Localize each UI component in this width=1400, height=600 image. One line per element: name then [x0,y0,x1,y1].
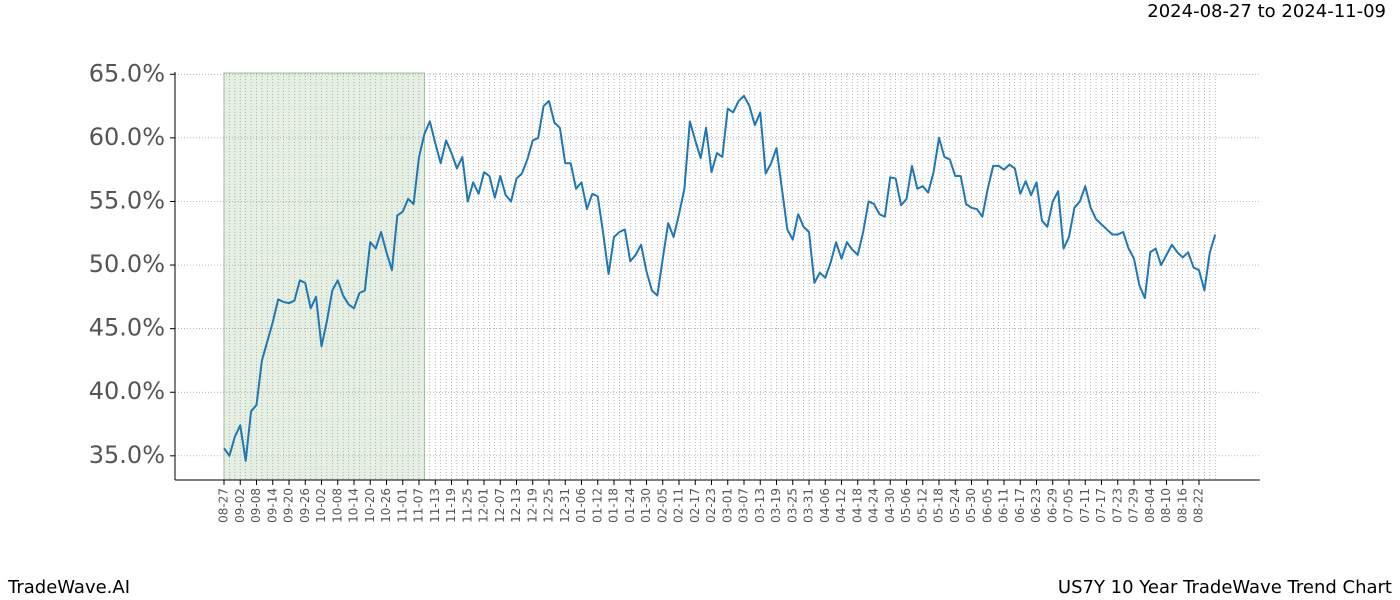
x-tick-label: 11-07 [412,488,426,523]
x-tick-label: 08-27 [217,488,231,523]
x-tick-label: 05-12 [915,488,929,523]
x-tick-label: 10-20 [363,488,377,523]
x-tick-label: 07-11 [1078,488,1092,523]
y-tick-label: 45.0% [89,314,165,342]
chart-title: US7Y 10 Year TradeWave Trend Chart [1058,577,1392,598]
x-tick-label: 01-18 [607,488,621,523]
x-tick-label: 05-24 [948,488,962,523]
x-tick-label: 12-01 [477,488,491,523]
trend-line [223,94,1217,462]
x-tick-label: 03-31 [802,488,816,523]
highlight-band [223,72,425,481]
y-tick-label: 50.0% [89,250,165,278]
x-tick-label: 03-13 [753,488,767,523]
y-tick-label: 35.0% [89,441,165,469]
x-tick-label: 08-04 [1143,488,1157,523]
x-tick-label: 08-22 [1192,488,1206,523]
x-tick-label: 01-12 [590,488,604,523]
source: TradeWave.AI [7,577,130,598]
x-tick-label: 12-31 [558,488,572,523]
x-tick-label: 10-08 [330,488,344,523]
y-tick-label: 60.0% [89,123,165,151]
x-tick-label: 11-13 [428,488,442,523]
x-tick-label: 10-02 [314,488,328,523]
x-tick-label: 09-20 [282,488,296,523]
x-tick-label: 06-17 [1013,488,1027,523]
x-tick-label: 01-30 [639,488,653,523]
x-tick-label: 03-25 [785,488,799,523]
x-tick-label: 06-23 [1029,488,1043,523]
x-tick-label: 11-01 [395,488,409,523]
x-tick-label: 02-17 [688,488,702,523]
x-tick-label: 10-14 [347,488,361,523]
x-tick-label: 03-01 [720,488,734,523]
x-tick-label: 05-18 [932,488,946,523]
x-tick-label: 02-23 [704,488,718,523]
x-tick-label: 12-13 [509,488,523,523]
x-tick-label: 07-17 [1094,488,1108,523]
x-tick-label: 02-05 [655,488,669,523]
x-tick-label: 03-07 [737,488,751,523]
y-tick-label: 55.0% [89,186,165,214]
x-tick-label: 04-18 [850,488,864,523]
x-tick-label: 06-29 [1045,488,1059,523]
x-tick-label: 12-25 [542,488,556,523]
x-tick-label: 08-16 [1175,488,1189,523]
x-tick-label: 05-30 [964,488,978,523]
x-tick-label: 12-19 [525,488,539,523]
x-tick-label: 08-10 [1159,488,1173,523]
y-tick-label: 65.0% [89,59,165,87]
x-tick-label: 05-06 [899,488,913,523]
x-tick-label: 04-06 [818,488,832,523]
x-tick-label: 09-26 [298,488,312,523]
x-tick-label: 09-08 [249,488,263,523]
x-tick-label: 10-26 [379,488,393,523]
x-tick-label: 11-25 [460,488,474,523]
x-tick-label: 07-23 [1110,488,1124,523]
x-tick-label: 06-05 [980,488,994,523]
x-tick-label: 07-05 [1062,488,1076,523]
x-tick-label: 01-06 [574,488,588,523]
x-tick-label: 04-12 [834,488,848,523]
x-tick-label: 04-30 [883,488,897,523]
y-tick-label: 40.0% [89,377,165,405]
date-range: 2024-08-27 to 2024-11-09 [1147,1,1386,22]
x-tick-label: 07-29 [1127,488,1141,523]
x-tick-label: 09-14 [265,488,279,523]
x-tick-label: 06-11 [997,488,1011,523]
x-tick-label: 12-07 [493,488,507,523]
x-tick-label: 01-24 [623,488,637,523]
x-tick-label: 02-11 [672,488,686,523]
x-tick-label: 09-02 [233,488,247,523]
x-tick-label: 03-19 [769,488,783,523]
x-tick-label: 04-24 [867,488,881,523]
x-tick-label: 11-19 [444,488,458,523]
